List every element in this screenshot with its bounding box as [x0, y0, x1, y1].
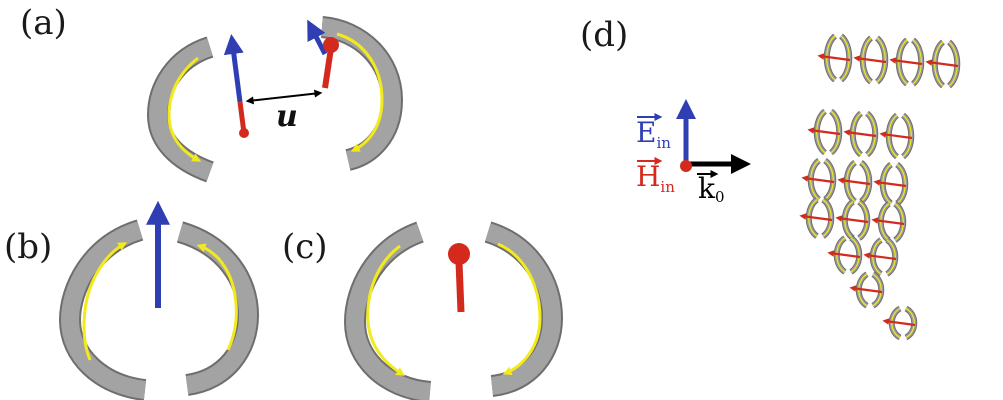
- h-field-label: Hin: [636, 160, 675, 196]
- h-field-dot-icon: [680, 160, 692, 172]
- split-ring-pair-icon: [827, 235, 863, 275]
- magnetic-moment-arrow-icon: [873, 179, 907, 188]
- split-ring-pair-icon: [835, 199, 871, 241]
- split-ring-pair-icon: [801, 158, 837, 202]
- split-ring-pair-icon: [871, 201, 907, 243]
- k-vector-label: k0: [698, 172, 725, 206]
- magnetic-dipole-head-icon: [239, 128, 249, 138]
- split-ring-pair-icon: [849, 271, 885, 309]
- incident-field-triad: Ein Hin k0: [636, 99, 751, 206]
- split-ring-pair-icon: [843, 110, 879, 158]
- panel-label-b: (b): [4, 227, 52, 267]
- panel-b-electric-mode: [58, 200, 260, 400]
- magnetic-moment-arrow-icon: [807, 127, 841, 136]
- split-ring-pair-icon: [889, 37, 925, 87]
- electric-dipole-arrow-icon: [223, 34, 244, 103]
- panel-c-magnetic-mode: [343, 221, 564, 400]
- split-ring-left-icon: [58, 219, 147, 400]
- magnetic-moment-arrow-icon: [853, 55, 887, 64]
- magnetic-dipole-tail-icon: [237, 101, 247, 134]
- magnetic-moment-arrow-icon: [799, 213, 833, 222]
- magnetic-moment-arrow-icon: [925, 59, 959, 68]
- e-field-label: Ein: [636, 116, 671, 152]
- panel-a-coupled-rings: u: [146, 16, 404, 183]
- panel-label-c: (c): [282, 227, 328, 267]
- magnetic-moment-arrow-icon: [863, 252, 897, 261]
- magnetic-moment-arrow-icon: [837, 177, 871, 186]
- split-ring-pair-icon: [807, 108, 843, 156]
- split-ring-pair-icon: [817, 33, 853, 83]
- magnetic-moment-arrow-icon: [817, 53, 851, 62]
- magnetic-moment-arrow-icon: [843, 129, 877, 138]
- magnetic-moment-arrow-icon: [871, 217, 905, 226]
- split-ring-left-icon: [343, 221, 432, 400]
- electric-dipole-arrow-2-icon: [307, 19, 328, 56]
- split-ring-pair-icon: [853, 35, 889, 85]
- magnetic-dipole-arrow-icon: [455, 261, 465, 313]
- separation-arrow-icon: [245, 89, 323, 105]
- split-ring-pair-icon: [882, 305, 918, 341]
- magnetic-dipole-head-2-icon: [323, 37, 339, 53]
- separation-label: u: [276, 99, 298, 134]
- split-ring-right-icon: [484, 221, 564, 397]
- metamaterial-array: [799, 33, 961, 341]
- magnetic-dipole-arrow-2-icon: [322, 47, 334, 89]
- panel-label-d: (d): [580, 15, 628, 55]
- split-ring-right-icon: [176, 221, 260, 396]
- split-ring-pair-icon: [863, 237, 899, 277]
- magnetic-moment-arrow-icon: [889, 57, 923, 66]
- magnetic-moment-arrow-icon: [801, 175, 835, 184]
- magnetic-moment-arrow-icon: [882, 318, 916, 327]
- panel-label-a: (a): [20, 3, 67, 43]
- split-ring-pair-icon: [925, 39, 961, 89]
- split-ring-right-icon: [320, 16, 404, 171]
- magnetic-moment-arrow-icon: [835, 215, 869, 224]
- split-ring-pair-icon: [837, 160, 873, 204]
- magnetic-moment-arrow-icon: [849, 285, 883, 294]
- magnetic-moment-arrow-icon: [879, 131, 913, 140]
- split-ring-left-icon: [146, 36, 215, 183]
- magnetic-moment-arrow-icon: [827, 250, 861, 259]
- split-ring-pair-icon: [879, 112, 915, 160]
- split-ring-pair-icon: [873, 162, 909, 206]
- magnetic-dipole-head-icon: [448, 243, 470, 265]
- split-ring-pair-icon: [799, 197, 835, 239]
